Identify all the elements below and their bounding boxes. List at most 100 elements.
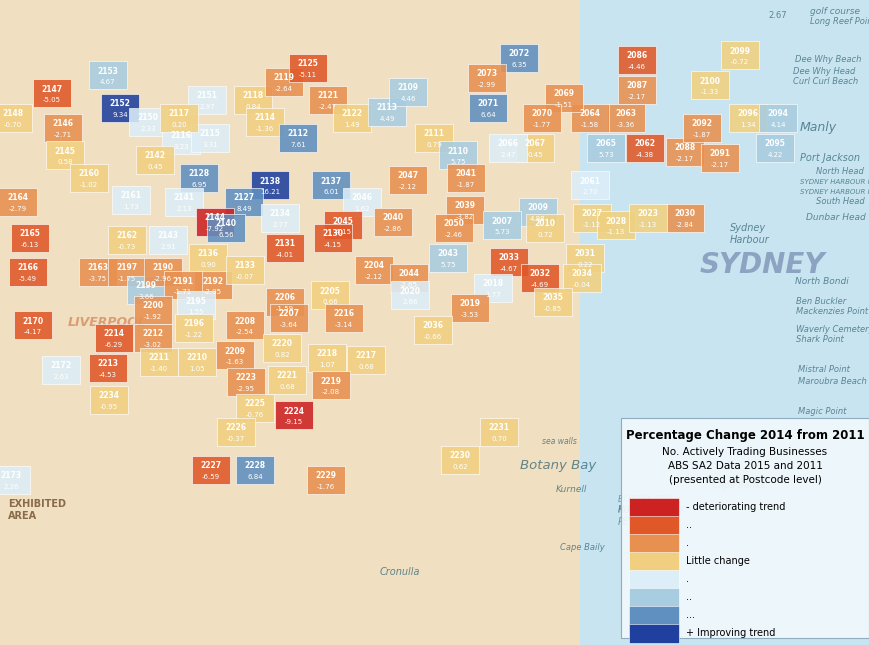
Text: 2010: 2010 bbox=[534, 219, 555, 228]
Bar bbox=[534, 288, 572, 316]
Text: 2164: 2164 bbox=[8, 194, 29, 203]
Bar bbox=[618, 46, 656, 74]
Text: -4.38: -4.38 bbox=[636, 152, 654, 158]
Bar bbox=[483, 211, 521, 239]
Bar bbox=[759, 104, 797, 132]
Bar bbox=[629, 204, 667, 232]
Text: 2127: 2127 bbox=[234, 194, 255, 203]
Bar bbox=[0, 104, 32, 132]
Text: -0.07: -0.07 bbox=[235, 274, 254, 280]
Text: 2112: 2112 bbox=[288, 130, 308, 139]
Bar bbox=[721, 41, 759, 69]
Text: 16.21: 16.21 bbox=[260, 189, 280, 195]
Text: -2.95: -2.95 bbox=[237, 386, 255, 392]
Text: -2.17: -2.17 bbox=[711, 162, 729, 168]
Text: 4.98: 4.98 bbox=[530, 216, 546, 222]
Text: 2131: 2131 bbox=[275, 239, 295, 248]
Bar bbox=[429, 244, 467, 272]
Text: 2161: 2161 bbox=[121, 192, 142, 201]
Text: SYDNEY HARBOUR M: SYDNEY HARBOUR M bbox=[800, 179, 869, 185]
Text: 0.82: 0.82 bbox=[275, 352, 290, 358]
Bar bbox=[14, 311, 52, 339]
Text: 0.45: 0.45 bbox=[147, 164, 163, 170]
Bar bbox=[389, 166, 427, 194]
Text: 2100: 2100 bbox=[700, 77, 720, 86]
Text: 2064: 2064 bbox=[580, 110, 600, 119]
Text: -2.65: -2.65 bbox=[400, 282, 418, 288]
Text: 2228: 2228 bbox=[244, 462, 266, 470]
Text: 2113: 2113 bbox=[376, 103, 397, 112]
Text: -3.14: -3.14 bbox=[335, 322, 353, 328]
Text: 4.49: 4.49 bbox=[379, 116, 395, 122]
Bar bbox=[415, 124, 453, 152]
Text: -2.99: -2.99 bbox=[478, 82, 496, 88]
Bar bbox=[191, 124, 229, 152]
Text: 2199: 2199 bbox=[136, 281, 156, 290]
Text: -3.02: -3.02 bbox=[144, 342, 162, 348]
Text: -1.02: -1.02 bbox=[80, 182, 98, 188]
Text: 2173: 2173 bbox=[1, 471, 22, 481]
Text: 2061: 2061 bbox=[580, 177, 600, 186]
Text: -2.86: -2.86 bbox=[384, 226, 402, 232]
Bar bbox=[164, 271, 202, 299]
Bar bbox=[347, 346, 385, 374]
Bar bbox=[414, 316, 452, 344]
Bar bbox=[691, 71, 729, 99]
Text: 2072: 2072 bbox=[508, 50, 529, 59]
Text: -2.96: -2.96 bbox=[154, 276, 172, 282]
Text: -0.72: -0.72 bbox=[731, 59, 749, 65]
Text: 1.34: 1.34 bbox=[740, 122, 756, 128]
Bar bbox=[756, 134, 794, 162]
Bar bbox=[289, 54, 327, 82]
Bar bbox=[489, 134, 527, 162]
Text: 2214: 2214 bbox=[103, 330, 124, 339]
Text: 2.91: 2.91 bbox=[160, 244, 176, 250]
Text: 2117: 2117 bbox=[169, 110, 189, 119]
Text: 2065: 2065 bbox=[595, 139, 616, 148]
Text: 1.07: 1.07 bbox=[319, 362, 335, 368]
Text: -1.77: -1.77 bbox=[533, 122, 551, 128]
Bar bbox=[666, 204, 704, 232]
Bar bbox=[626, 134, 664, 162]
Text: 2134: 2134 bbox=[269, 210, 290, 219]
Text: 2225: 2225 bbox=[244, 399, 265, 408]
Text: 2172: 2172 bbox=[50, 361, 71, 370]
Bar bbox=[127, 276, 165, 304]
Text: 2151: 2151 bbox=[196, 92, 217, 101]
Text: 2094: 2094 bbox=[767, 110, 788, 119]
Bar bbox=[226, 256, 264, 284]
Text: Dee Why Beach: Dee Why Beach bbox=[795, 55, 861, 64]
Text: 2210: 2210 bbox=[187, 353, 208, 362]
Text: 2111: 2111 bbox=[423, 130, 445, 139]
Bar bbox=[523, 104, 561, 132]
Text: ABS SA2 Data 2015 and 2011: ABS SA2 Data 2015 and 2011 bbox=[667, 461, 822, 471]
Bar bbox=[89, 61, 127, 89]
Bar bbox=[701, 144, 739, 172]
Text: 2045: 2045 bbox=[333, 217, 354, 226]
Bar bbox=[236, 394, 274, 422]
Bar bbox=[227, 368, 265, 396]
Text: 4.14: 4.14 bbox=[770, 122, 786, 128]
Text: .: . bbox=[686, 539, 689, 548]
Text: -2.54: -2.54 bbox=[236, 329, 254, 335]
Text: 2036: 2036 bbox=[422, 321, 443, 330]
Text: 1.73: 1.73 bbox=[123, 204, 139, 210]
Text: -4.15: -4.15 bbox=[334, 229, 352, 235]
Text: 0.58: 0.58 bbox=[57, 159, 73, 165]
Text: -1.13: -1.13 bbox=[607, 229, 625, 235]
Bar bbox=[571, 171, 609, 199]
Text: 2142: 2142 bbox=[144, 152, 165, 161]
Text: 2.33: 2.33 bbox=[140, 126, 156, 132]
Bar bbox=[279, 124, 317, 152]
Text: -1.92: -1.92 bbox=[144, 314, 162, 320]
Text: 2234: 2234 bbox=[98, 392, 120, 401]
Bar bbox=[629, 606, 679, 625]
Bar bbox=[140, 348, 178, 376]
Bar bbox=[101, 94, 139, 122]
Bar bbox=[180, 164, 218, 192]
Text: 2007: 2007 bbox=[492, 217, 513, 226]
Text: -4.69: -4.69 bbox=[531, 282, 549, 288]
Text: -1.58: -1.58 bbox=[581, 122, 599, 128]
Text: 2170: 2170 bbox=[23, 317, 43, 326]
Text: 6.35: 6.35 bbox=[511, 62, 527, 68]
